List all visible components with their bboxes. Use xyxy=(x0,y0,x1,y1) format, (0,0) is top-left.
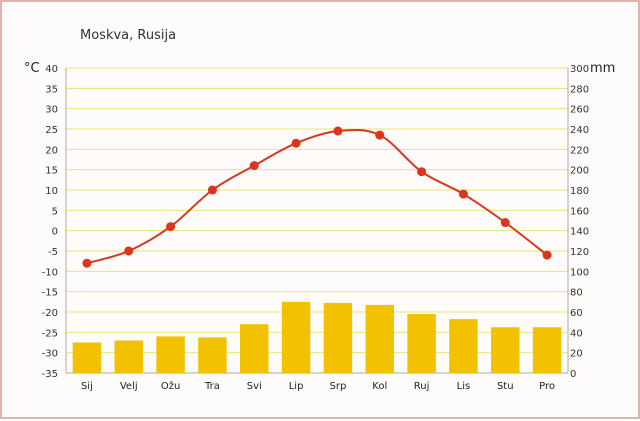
left-tick-label: 25 xyxy=(45,125,58,136)
x-tick-label: Svi xyxy=(247,381,262,392)
left-tick-label: 15 xyxy=(45,166,58,177)
precipitation-bar xyxy=(491,327,520,373)
right-tick-label: 240 xyxy=(570,125,589,136)
right-tick-label: 140 xyxy=(570,227,589,238)
right-tick-label: 200 xyxy=(570,166,589,177)
temperature-point xyxy=(166,222,176,232)
precipitation-bar xyxy=(198,337,227,373)
temperature-point xyxy=(458,189,468,199)
right-tick-label: 40 xyxy=(570,328,583,339)
x-tick-label: Stu xyxy=(497,381,514,392)
right-tick-label: 0 xyxy=(570,369,576,380)
gridlines xyxy=(65,67,569,374)
precipitation-bar xyxy=(156,336,185,373)
x-tick-label: Pro xyxy=(539,381,555,392)
temperature-point xyxy=(417,167,427,177)
x-tick-label: Lip xyxy=(289,381,304,392)
left-tick-label: -20 xyxy=(42,308,58,319)
temperature-point xyxy=(82,258,92,268)
temperature-curve xyxy=(86,128,548,265)
precipitation-bar xyxy=(407,314,436,373)
right-tick-label: 60 xyxy=(570,308,583,319)
x-tick-label: Kol xyxy=(372,381,387,392)
x-tick-label: Sij xyxy=(81,381,93,392)
right-tick-label: 100 xyxy=(570,267,589,278)
right-tick-label: 80 xyxy=(570,288,583,299)
left-tick-label: 0 xyxy=(52,227,58,238)
precipitation-bar xyxy=(449,319,478,373)
temperature-point xyxy=(249,161,259,171)
temperature-point xyxy=(375,130,385,140)
x-tick-label: Lis xyxy=(457,381,471,392)
right-tick-label: 20 xyxy=(570,349,583,360)
left-tick-label: 20 xyxy=(45,145,58,156)
temperature-point xyxy=(542,250,552,260)
left-tick-label: -15 xyxy=(42,288,58,299)
right-axis-unit: mm xyxy=(590,61,615,76)
temperature-line xyxy=(82,126,552,268)
precipitation-bar xyxy=(323,302,353,373)
left-tick-label: -35 xyxy=(42,369,58,380)
temperature-point xyxy=(207,185,217,195)
precipitation-bar xyxy=(72,342,102,373)
temperature-point xyxy=(333,126,343,136)
x-tick-label: Tra xyxy=(204,381,220,392)
right-tick-label: 160 xyxy=(570,206,589,217)
precipitation-bars xyxy=(72,301,562,373)
x-tick-label: Ruj xyxy=(414,381,430,392)
temperature-point xyxy=(291,138,301,148)
right-axis-ticks: 3002802602402202001801601401201008060402… xyxy=(570,64,589,380)
left-tick-label: 35 xyxy=(45,84,58,95)
left-tick-label: -30 xyxy=(42,349,58,360)
right-tick-label: 300 xyxy=(570,64,589,75)
left-tick-label: 5 xyxy=(52,206,58,217)
chart-title: Moskva, Rusija xyxy=(80,28,176,43)
left-tick-label: -25 xyxy=(42,328,58,339)
left-axis-ticks: 40 35 30 25 20 15 10 5 0 -5 -10 -15 -20 -25 -30 -35 xyxy=(42,64,58,380)
left-axis-unit: °C xyxy=(24,61,40,76)
right-tick-label: 180 xyxy=(570,186,589,197)
right-tick-label: 120 xyxy=(570,247,589,258)
precipitation-bar xyxy=(532,327,562,373)
precipitation-bar xyxy=(240,324,269,373)
precipitation-bar xyxy=(281,301,311,373)
precipitation-bar xyxy=(114,340,143,373)
left-tick-label: 30 xyxy=(45,105,58,116)
right-tick-label: 260 xyxy=(570,105,589,116)
right-tick-label: 220 xyxy=(570,145,589,156)
left-tick-label: 10 xyxy=(45,186,58,197)
x-tick-label: Srp xyxy=(330,381,347,392)
temperature-point xyxy=(500,218,510,228)
left-tick-label: 40 xyxy=(45,64,58,75)
right-tick-label: 280 xyxy=(570,84,589,95)
left-tick-label: -10 xyxy=(42,267,58,278)
x-tick-label: Ožu xyxy=(161,380,180,392)
x-tick-label: Velj xyxy=(120,381,138,392)
temperature-point xyxy=(124,246,134,256)
left-tick-label: -5 xyxy=(48,247,58,258)
precipitation-bar xyxy=(365,304,394,373)
x-axis-labels: Sij Velj Ožu Tra Svi Lip Srp Kol Ruj Lis Stu Pro xyxy=(81,380,555,392)
